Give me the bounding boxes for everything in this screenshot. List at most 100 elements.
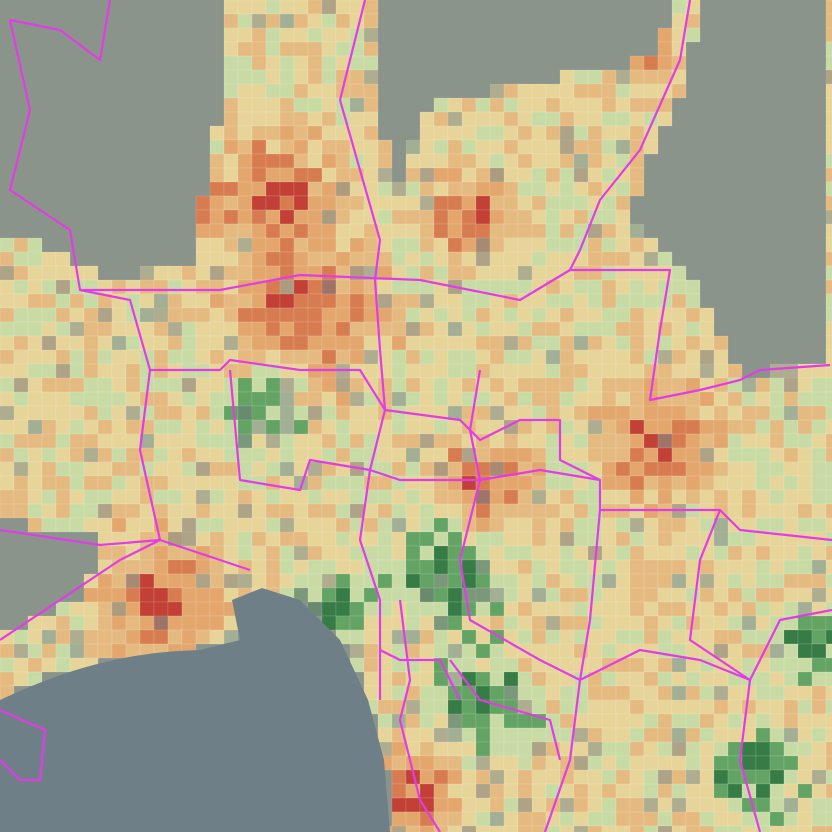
area-tile	[769, 811, 785, 827]
area-tile	[265, 461, 281, 477]
area-tile	[55, 377, 71, 393]
area-tile	[377, 699, 393, 715]
area-tile	[321, 139, 337, 155]
area-tile	[699, 755, 715, 771]
area-tile	[769, 489, 785, 505]
area-tile	[293, 489, 309, 505]
area-tile	[195, 251, 211, 267]
area-tile	[335, 293, 351, 309]
area-tile	[27, 629, 43, 645]
area-tile	[447, 503, 463, 519]
area-tile	[615, 783, 631, 799]
area-tile	[447, 97, 463, 113]
area-tile	[461, 167, 477, 183]
area-tile	[769, 643, 785, 659]
area-tile	[713, 825, 729, 832]
area-tile	[713, 405, 729, 421]
area-tile	[783, 573, 799, 589]
area-tile	[615, 251, 631, 267]
area-tile	[713, 741, 729, 757]
area-tile	[685, 531, 701, 547]
area-tile	[55, 461, 71, 477]
area-tile	[251, 489, 267, 505]
area-tile	[545, 825, 561, 832]
area-tile	[433, 237, 449, 253]
area-tile	[559, 797, 575, 813]
area-tile	[209, 349, 225, 365]
area-tile	[825, 181, 832, 197]
area-tile	[559, 111, 575, 127]
area-tile	[335, 307, 351, 323]
area-tile	[825, 237, 832, 253]
area-tile	[503, 671, 519, 687]
area-tile	[741, 433, 757, 449]
area-tile	[825, 391, 832, 407]
area-tile	[55, 643, 71, 659]
area-tile	[699, 391, 715, 407]
area-tile	[447, 783, 463, 799]
area-tile	[517, 279, 533, 295]
area-tile	[349, 195, 365, 211]
area-tile	[671, 587, 687, 603]
area-tile	[69, 433, 85, 449]
area-tile	[713, 559, 729, 575]
area-tile	[307, 55, 323, 71]
area-tile	[0, 279, 15, 295]
area-tile	[237, 363, 253, 379]
area-tile	[167, 517, 183, 533]
area-tile	[811, 447, 827, 463]
area-tile	[111, 587, 127, 603]
area-tile	[615, 447, 631, 463]
area-tile	[489, 307, 505, 323]
area-tile	[125, 475, 141, 491]
area-tile	[671, 83, 687, 99]
area-tile	[391, 825, 407, 832]
area-tile	[83, 461, 99, 477]
area-tile	[433, 503, 449, 519]
area-tile	[489, 349, 505, 365]
area-tile	[615, 293, 631, 309]
area-tile	[293, 237, 309, 253]
area-tile	[587, 433, 603, 449]
area-tile	[405, 251, 421, 267]
area-tile	[139, 601, 155, 617]
area-tile	[685, 769, 701, 785]
area-tile	[419, 475, 435, 491]
area-tile	[727, 531, 743, 547]
area-tile	[13, 391, 29, 407]
area-tile	[195, 615, 211, 631]
area-tile	[783, 587, 799, 603]
area-tile	[69, 629, 85, 645]
area-tile	[55, 335, 71, 351]
area-tile	[629, 251, 645, 267]
area-tile	[279, 55, 295, 71]
area-tile	[671, 335, 687, 351]
area-tile	[349, 321, 365, 337]
area-tile	[587, 629, 603, 645]
area-tile	[55, 629, 71, 645]
area-tile	[461, 139, 477, 155]
area-tile	[671, 405, 687, 421]
area-tile	[97, 391, 113, 407]
area-tile	[503, 181, 519, 197]
area-tile	[251, 503, 267, 519]
area-tile	[41, 349, 57, 365]
area-tile	[433, 265, 449, 281]
area-tile	[545, 699, 561, 715]
area-tile	[531, 223, 547, 239]
area-tile	[433, 307, 449, 323]
area-tile	[657, 55, 673, 71]
area-tile	[657, 657, 673, 673]
area-tile	[783, 811, 799, 827]
area-tile	[489, 125, 505, 141]
area-tile	[531, 629, 547, 645]
area-tile	[307, 349, 323, 365]
area-tile	[223, 475, 239, 491]
area-tile	[111, 643, 127, 659]
area-tile	[475, 181, 491, 197]
area-tile	[83, 643, 99, 659]
area-tile	[559, 405, 575, 421]
area-tile	[391, 797, 407, 813]
area-tile	[111, 573, 127, 589]
area-tile	[321, 587, 337, 603]
